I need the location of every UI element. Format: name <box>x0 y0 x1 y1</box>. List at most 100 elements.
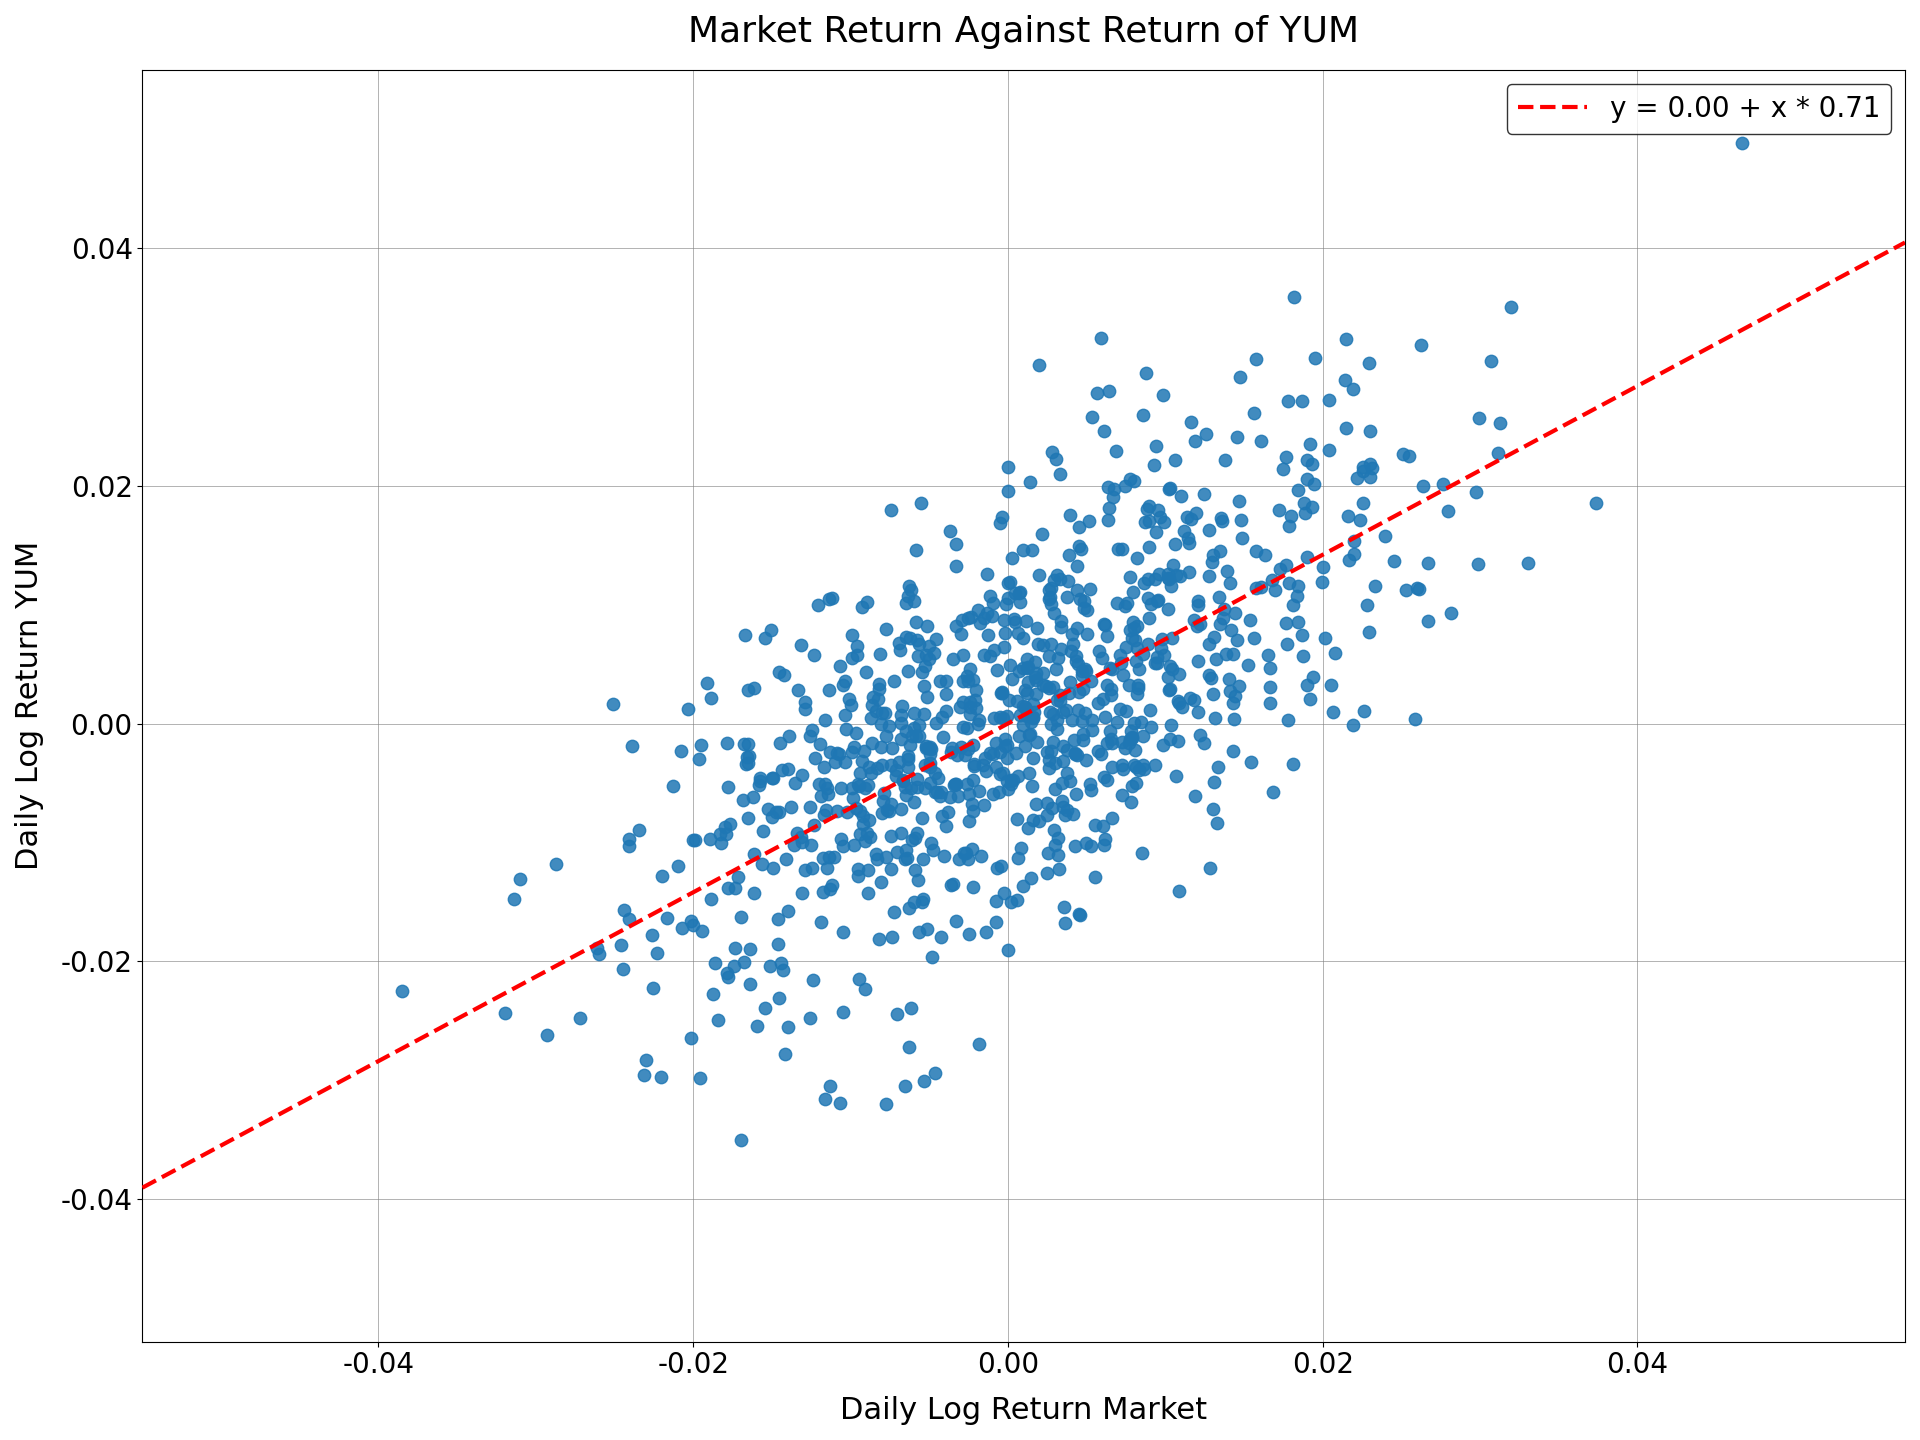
Point <box>1142 498 1173 521</box>
Point <box>941 615 972 638</box>
Point <box>910 655 941 678</box>
Point <box>831 801 862 824</box>
Point <box>1027 672 1058 696</box>
Point <box>1039 675 1069 698</box>
Point <box>1194 662 1225 685</box>
Point <box>1041 708 1071 732</box>
Point <box>1046 789 1077 812</box>
Point <box>814 845 845 868</box>
Point <box>1283 480 1313 503</box>
Point <box>1008 713 1039 736</box>
Point <box>829 750 860 773</box>
Point <box>1338 543 1369 566</box>
Point <box>991 621 1021 644</box>
Point <box>1217 642 1248 665</box>
Point <box>1227 527 1258 550</box>
Point <box>1156 657 1187 680</box>
Point <box>862 687 893 710</box>
Point <box>883 631 914 654</box>
Point <box>876 498 906 521</box>
Point <box>1127 753 1158 776</box>
Point <box>952 847 983 870</box>
Point <box>1225 366 1256 389</box>
Point <box>822 742 852 765</box>
Point <box>607 958 637 981</box>
Point <box>1175 507 1206 530</box>
Point <box>908 703 939 726</box>
Point <box>924 766 954 789</box>
Point <box>1064 904 1094 927</box>
Point <box>1331 369 1361 392</box>
Point <box>839 834 870 857</box>
Point <box>1035 756 1066 779</box>
Point <box>947 609 977 632</box>
Point <box>612 835 643 858</box>
Point <box>541 852 572 876</box>
Point <box>900 858 931 881</box>
Point <box>996 890 1027 913</box>
Point <box>995 570 1025 593</box>
Point <box>1043 717 1073 740</box>
Point <box>1198 770 1229 793</box>
Point <box>837 647 868 670</box>
Point <box>1008 657 1039 680</box>
Point <box>943 743 973 766</box>
Point <box>1258 569 1288 592</box>
Point <box>910 736 941 759</box>
Point <box>1167 696 1198 719</box>
Point <box>860 700 891 723</box>
Point <box>1171 505 1202 528</box>
Point <box>808 847 839 870</box>
Point <box>845 799 876 822</box>
Point <box>1188 482 1219 505</box>
Point <box>920 628 950 651</box>
Point <box>1127 724 1158 747</box>
Point <box>806 785 837 808</box>
Point <box>1039 752 1069 775</box>
Point <box>1069 701 1100 724</box>
Point <box>1004 660 1035 683</box>
Point <box>981 890 1012 913</box>
Point <box>964 708 995 732</box>
Point <box>1213 668 1244 691</box>
Point <box>1154 477 1185 500</box>
Point <box>781 821 812 844</box>
Point <box>866 711 897 734</box>
Point <box>964 611 995 634</box>
Point <box>1054 769 1085 792</box>
Point <box>812 783 843 806</box>
Point <box>768 664 799 687</box>
Point <box>1054 504 1085 527</box>
Point <box>1121 547 1152 570</box>
Point <box>973 624 1004 647</box>
Point <box>908 887 939 910</box>
Point <box>900 827 931 850</box>
Point <box>1121 613 1152 636</box>
Point <box>1010 609 1041 632</box>
Point <box>862 756 893 779</box>
Point <box>1089 688 1119 711</box>
Point <box>1165 564 1196 588</box>
Point <box>993 704 1023 727</box>
Point <box>1062 616 1092 639</box>
Point <box>1058 632 1089 655</box>
Point <box>851 661 881 684</box>
Point <box>699 952 730 975</box>
Point <box>1068 729 1098 752</box>
Point <box>1119 739 1150 762</box>
Point <box>918 642 948 665</box>
Point <box>685 919 716 942</box>
Point <box>912 736 943 759</box>
Point <box>1037 441 1068 464</box>
Point <box>735 937 766 960</box>
Point <box>970 644 1000 667</box>
Point <box>1092 769 1123 792</box>
Point <box>1050 698 1081 721</box>
Point <box>695 828 726 851</box>
Point <box>1037 730 1068 753</box>
Point <box>745 769 776 792</box>
Point <box>939 873 970 896</box>
Point <box>1119 616 1150 639</box>
Point <box>1292 546 1323 569</box>
Point <box>945 848 975 871</box>
